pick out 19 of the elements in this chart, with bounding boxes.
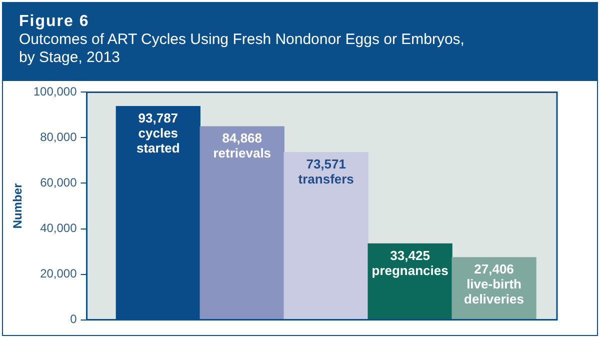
chart-title: Figure 6 (19, 13, 90, 31)
x-tick-label: cycles started (136, 125, 180, 156)
y-tick-label: 0 (70, 312, 78, 326)
x-tick-label: pregnancies (372, 262, 448, 278)
y-tick-label: 100,000 (33, 84, 78, 99)
data-label: 93,787 (138, 110, 178, 126)
data-label: 27,406 (474, 262, 514, 276)
data-label: 84,868 (222, 130, 262, 146)
data-label: 33,425 (390, 248, 430, 263)
x-tick-label: transfers (298, 171, 354, 186)
data-label: 73,571 (306, 156, 346, 172)
y-tick-label: 20,000 (40, 266, 78, 281)
x-tick-label: live-birth deliveries (464, 276, 524, 306)
y-tick-label: 40,000 (40, 221, 78, 236)
x-tick-label: retrievals (213, 146, 272, 161)
chart-subtitle: Outcomes of ART Cycles Using Fresh Nondonor Eggs or Embryos, by Stage, 2013 (19, 31, 466, 67)
y-axis-title: Number (10, 183, 25, 229)
y-tick-label: 80,000 (40, 130, 78, 144)
y-tick-label: 60,000 (40, 176, 78, 190)
